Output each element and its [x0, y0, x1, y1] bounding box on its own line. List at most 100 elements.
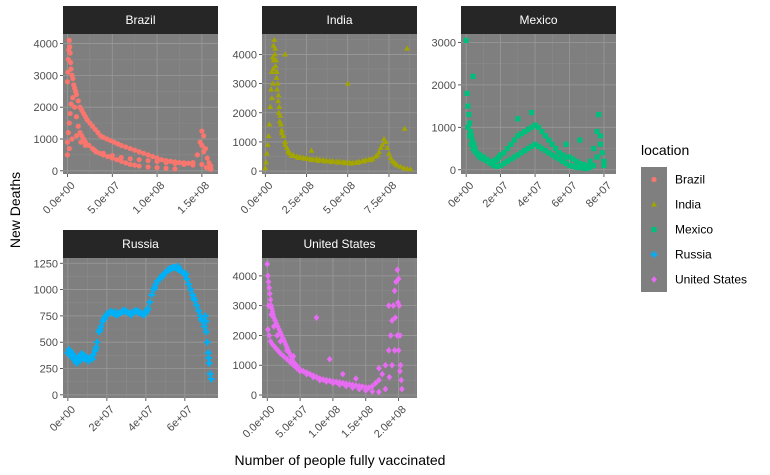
data-point: [341, 160, 348, 166]
data-point: [401, 125, 408, 131]
data-point: [498, 152, 504, 158]
data-point: [163, 165, 169, 171]
y-tick-label: 1000: [34, 134, 58, 146]
data-point: [529, 143, 535, 150]
data-point: [334, 159, 341, 165]
data-point: [70, 95, 76, 101]
data-point: [156, 275, 163, 283]
data-point: [397, 163, 404, 169]
data-point: [467, 120, 473, 126]
y-tick-label: 1000: [34, 285, 58, 297]
data-point: [339, 370, 346, 378]
data-point: [120, 307, 127, 315]
data-point: [323, 378, 330, 385]
data-point: [206, 165, 212, 171]
data-point: [473, 150, 480, 156]
data-point: [272, 343, 278, 351]
data-point: [118, 158, 124, 164]
data-point: [69, 350, 77, 358]
data-point: [67, 110, 73, 117]
data-point: [467, 133, 473, 139]
data-point: [287, 358, 294, 366]
x-tick-label: 0e+00: [48, 404, 78, 434]
legend-item-brazil: Brazil: [651, 173, 705, 187]
data-point: [75, 98, 81, 104]
data-point: [573, 158, 579, 164]
data-point: [73, 359, 81, 367]
data-point: [206, 370, 214, 378]
data-point: [104, 310, 112, 318]
data-point: [349, 384, 356, 391]
data-point: [154, 158, 160, 165]
data-point: [597, 133, 604, 139]
data-point: [148, 291, 156, 299]
data-point: [73, 133, 80, 139]
data-point: [194, 152, 200, 158]
data-point: [268, 95, 275, 101]
panel-background: [461, 34, 616, 174]
data-point: [64, 152, 71, 158]
y-tick-label: 2000: [432, 80, 456, 92]
data-point: [68, 66, 74, 72]
data-point: [198, 315, 205, 323]
data-point: [301, 155, 308, 161]
x-tick-label: 1.5e+08: [175, 180, 212, 217]
data-point: [515, 116, 521, 122]
data-point: [68, 60, 74, 66]
x-tick-label: 5.0e+07: [273, 404, 310, 441]
y-tick-label: 3000: [34, 70, 58, 82]
x-tick-label: 0.0e+00: [41, 180, 78, 217]
legend-title: location: [641, 142, 689, 158]
y-tick-label: 750: [40, 311, 58, 323]
data-point: [154, 277, 161, 285]
data-point: [205, 359, 213, 367]
data-point: [353, 375, 359, 383]
data-point: [159, 272, 166, 280]
data-point: [354, 159, 361, 165]
data-point: [123, 144, 129, 150]
data-point: [266, 332, 273, 339]
x-tick-label: 2.0e+08: [372, 404, 409, 441]
data-point: [181, 161, 187, 168]
data-points-united-states: [264, 260, 405, 396]
facet-strip-russia: [63, 230, 218, 258]
data-point: [369, 388, 376, 395]
data-point: [529, 124, 535, 130]
data-point: [361, 158, 368, 164]
data-point: [149, 153, 156, 160]
data-point: [185, 280, 193, 288]
data-point: [202, 317, 210, 325]
data-points-brazil: [64, 37, 214, 172]
y-tick-label: 3000: [233, 301, 257, 313]
y-tick-label: 1000: [233, 137, 257, 149]
data-point: [321, 158, 328, 164]
x-tick-label: 0.0e+00: [241, 404, 278, 441]
data-point: [185, 160, 192, 166]
data-point: [161, 269, 169, 277]
data-point: [136, 149, 142, 155]
data-point: [308, 147, 315, 153]
data-point: [89, 351, 97, 359]
data-point: [577, 165, 583, 171]
data-point: [146, 298, 154, 306]
data-point: [67, 50, 73, 56]
data-point: [470, 73, 476, 80]
data-point: [525, 126, 531, 133]
data-point: [88, 355, 96, 363]
y-tick-label: 2000: [34, 102, 58, 114]
y-tick-label: 3000: [432, 37, 456, 49]
data-point: [201, 312, 209, 320]
data-point: [145, 164, 151, 170]
data-point: [68, 101, 74, 107]
data-point: [597, 141, 604, 147]
data-point: [511, 137, 517, 143]
facet-strip-india: [262, 6, 417, 34]
data-point: [69, 136, 75, 142]
data-point: [386, 373, 393, 381]
data-point: [274, 86, 281, 92]
data-point: [67, 44, 73, 50]
legend-marker: [651, 201, 657, 207]
data-point: [464, 90, 470, 96]
data-point: [511, 154, 517, 160]
data-point: [560, 152, 566, 158]
